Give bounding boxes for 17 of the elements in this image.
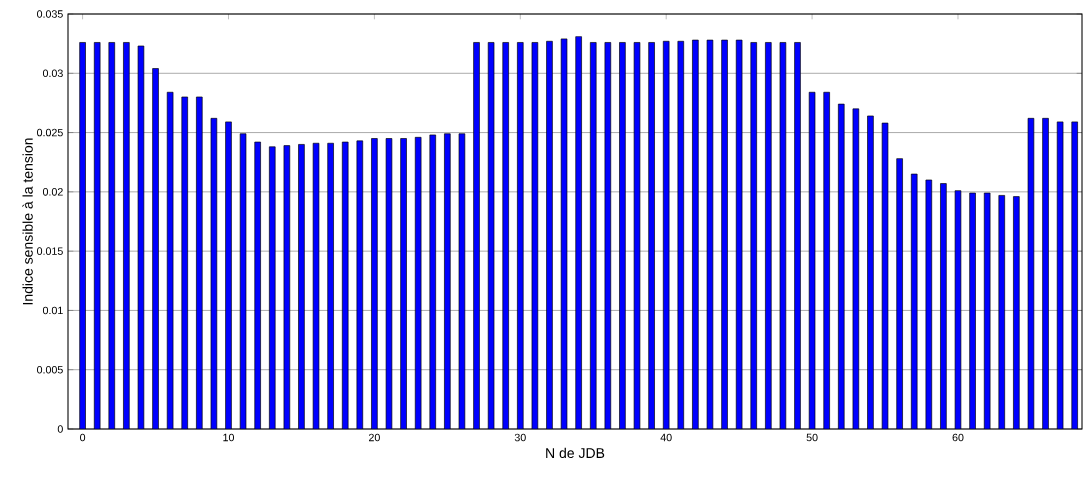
x-tick-label: 30: [514, 433, 526, 442]
y-tick-label: 0.03: [42, 69, 63, 78]
y-tick-label: 0.02: [42, 188, 63, 196]
y-tick-label: 0.01: [42, 306, 63, 315]
y-axis-title: Indice sensible à la tension: [22, 138, 33, 305]
y-tick-label: 0.015: [37, 247, 63, 255]
y-tick-label: 0.035: [37, 10, 63, 18]
y-tick-label: 0.005: [37, 365, 63, 374]
x-axis-title: N de JDB: [546, 447, 605, 459]
x-tick-label: 0: [80, 433, 86, 442]
x-tick-label: 50: [806, 433, 818, 442]
y-tick-label: 0: [57, 425, 63, 433]
x-tick-label: 40: [660, 433, 672, 442]
x-tick-label: 10: [223, 433, 235, 442]
x-tick-label: 20: [369, 433, 380, 442]
y-tick-label: 0.025: [37, 128, 63, 137]
x-tick-label: 60: [952, 433, 964, 442]
